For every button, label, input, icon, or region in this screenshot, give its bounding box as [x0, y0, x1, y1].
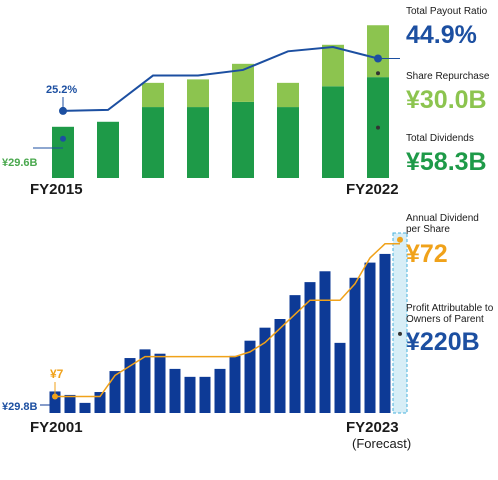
- forecast-highlight: [392, 232, 408, 414]
- repurchase-pointer-dot: [376, 71, 380, 76]
- profit-bar: [274, 319, 286, 413]
- profit-bar: [364, 262, 376, 413]
- dividend-bar: [52, 126, 74, 178]
- legend-payout-ratio-name: Total Payout Ratio: [406, 6, 488, 17]
- profit-bar: [379, 253, 391, 413]
- profit-bar: [169, 368, 181, 413]
- legend-profit-name: Profit Attributable to Owners of Parent: [406, 303, 494, 325]
- profit-bar: [214, 368, 226, 413]
- bottom-x-end-label: FY2023: [346, 419, 399, 436]
- payout-line-markers: [33, 54, 400, 149]
- profit-bar: [229, 355, 241, 413]
- dividend-bar: [187, 107, 209, 178]
- legend-profit-value: ¥220B: [406, 328, 480, 356]
- payout-bars: [52, 25, 389, 178]
- profit-bar: [94, 392, 106, 413]
- profit-bar: [64, 394, 76, 413]
- dividend-bar: [142, 107, 164, 178]
- dividend-start-marker: [60, 135, 66, 142]
- first-dividend-label: ¥29.6B: [2, 157, 38, 169]
- profit-bar: [49, 391, 61, 413]
- repurchase-bar: [367, 25, 389, 78]
- profit-bars: [49, 253, 391, 413]
- top-x-start-label: FY2015: [30, 181, 83, 198]
- top-x-end-label: FY2022: [346, 181, 399, 198]
- profit-bar: [79, 402, 91, 413]
- payout-chart: 25.2% ¥29.6B FY2015 FY2022 Total Payout …: [2, 6, 490, 198]
- legend-dividends-name: Total Dividends: [406, 133, 474, 144]
- repurchase-bar: [187, 79, 209, 108]
- bottom-x-end-sublabel: (Forecast): [352, 436, 411, 451]
- repurchase-bar: [277, 82, 299, 108]
- legend-repurchase-name: Share Repurchase: [406, 71, 490, 82]
- profit-bar: [304, 282, 316, 413]
- legend-dividends-value: ¥58.3B: [406, 148, 487, 176]
- profit-bar: [109, 371, 121, 413]
- dividend-bar: [232, 101, 254, 178]
- legend-dps-value: ¥72: [406, 240, 448, 268]
- profit-bar: [244, 340, 256, 413]
- first-profit-label: ¥29.8B: [2, 401, 38, 413]
- repurchase-bar: [322, 44, 344, 87]
- dividend-per-share-line: [55, 243, 400, 398]
- legend-repurchase-value: ¥30.0B: [406, 86, 487, 114]
- dividend-bar: [277, 107, 299, 178]
- profit-bar: [334, 342, 346, 413]
- profit-bar: [289, 295, 301, 413]
- profit-bar: [124, 358, 136, 413]
- dividend-bar: [322, 86, 344, 178]
- profit-bar: [154, 353, 166, 413]
- profit-bar: [199, 376, 211, 413]
- repurchase-bar: [232, 63, 254, 102]
- profit-dividend-chart: ¥7 ¥29.8B FY2001 FY2023 (Forecast) Annua…: [2, 213, 494, 451]
- profit-bar: [349, 277, 361, 413]
- payout-ratio-line: [62, 46, 379, 112]
- profit-pointer-dot: [398, 331, 402, 336]
- dividend-line-markers: [40, 236, 403, 406]
- legend-dps-name: Annual Dividend per Share: [406, 213, 479, 235]
- profit-bar: [139, 349, 151, 413]
- bottom-x-start-label: FY2001: [30, 419, 83, 436]
- repurchase-bar: [142, 82, 164, 108]
- first-ratio-label: 25.2%: [46, 84, 77, 96]
- profit-bar: [184, 376, 196, 413]
- legend-payout-ratio-value: 44.9%: [406, 21, 477, 49]
- dividend-pointer-dot: [376, 125, 380, 130]
- dividend-bar: [97, 121, 119, 178]
- first-dps-label: ¥7: [50, 367, 64, 381]
- profit-bar: [319, 271, 331, 413]
- profit-bar: [259, 327, 271, 413]
